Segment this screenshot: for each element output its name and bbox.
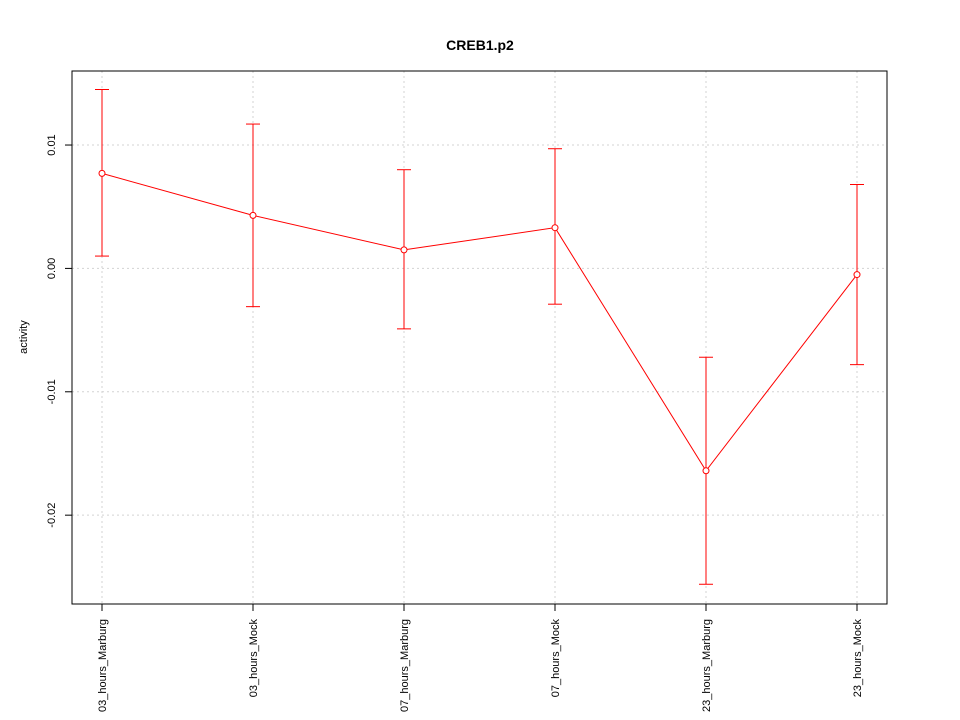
series-line	[101, 172, 858, 472]
data-point	[98, 169, 106, 177]
x-tick-label: 23_hours_Mock	[852, 619, 864, 698]
x-tick-label: 07_hours_Marburg	[399, 619, 411, 712]
y-axis: 0.01 0.00 -0.01 -0.02	[46, 134, 72, 528]
series-layer	[95, 89, 864, 585]
data-point	[551, 224, 559, 232]
plot-frame	[71, 70, 888, 605]
x-axis: 03_hours_Marburg 03_hours_Mock 07_hours_Ma…	[97, 604, 864, 712]
y-tick-label: -0.02	[46, 503, 58, 528]
y-tick-label: 0.01	[46, 134, 58, 155]
y-tick-label: 0.00	[46, 258, 58, 279]
data-point	[249, 211, 257, 219]
x-tick-label: 23_hours_Marburg	[701, 619, 713, 712]
grid-lines	[72, 71, 887, 604]
y-axis-label: activity	[18, 320, 30, 354]
y-tick-label: -0.01	[46, 379, 58, 404]
data-point	[702, 467, 710, 475]
chart-title: CREB1.p2	[446, 37, 514, 53]
data-point	[400, 246, 408, 254]
data-point	[853, 271, 861, 279]
x-tick-label: 03_hours_Marburg	[97, 619, 109, 712]
x-tick-label: 03_hours_Mock	[248, 619, 260, 698]
x-tick-label: 07_hours_Mock	[550, 619, 562, 698]
